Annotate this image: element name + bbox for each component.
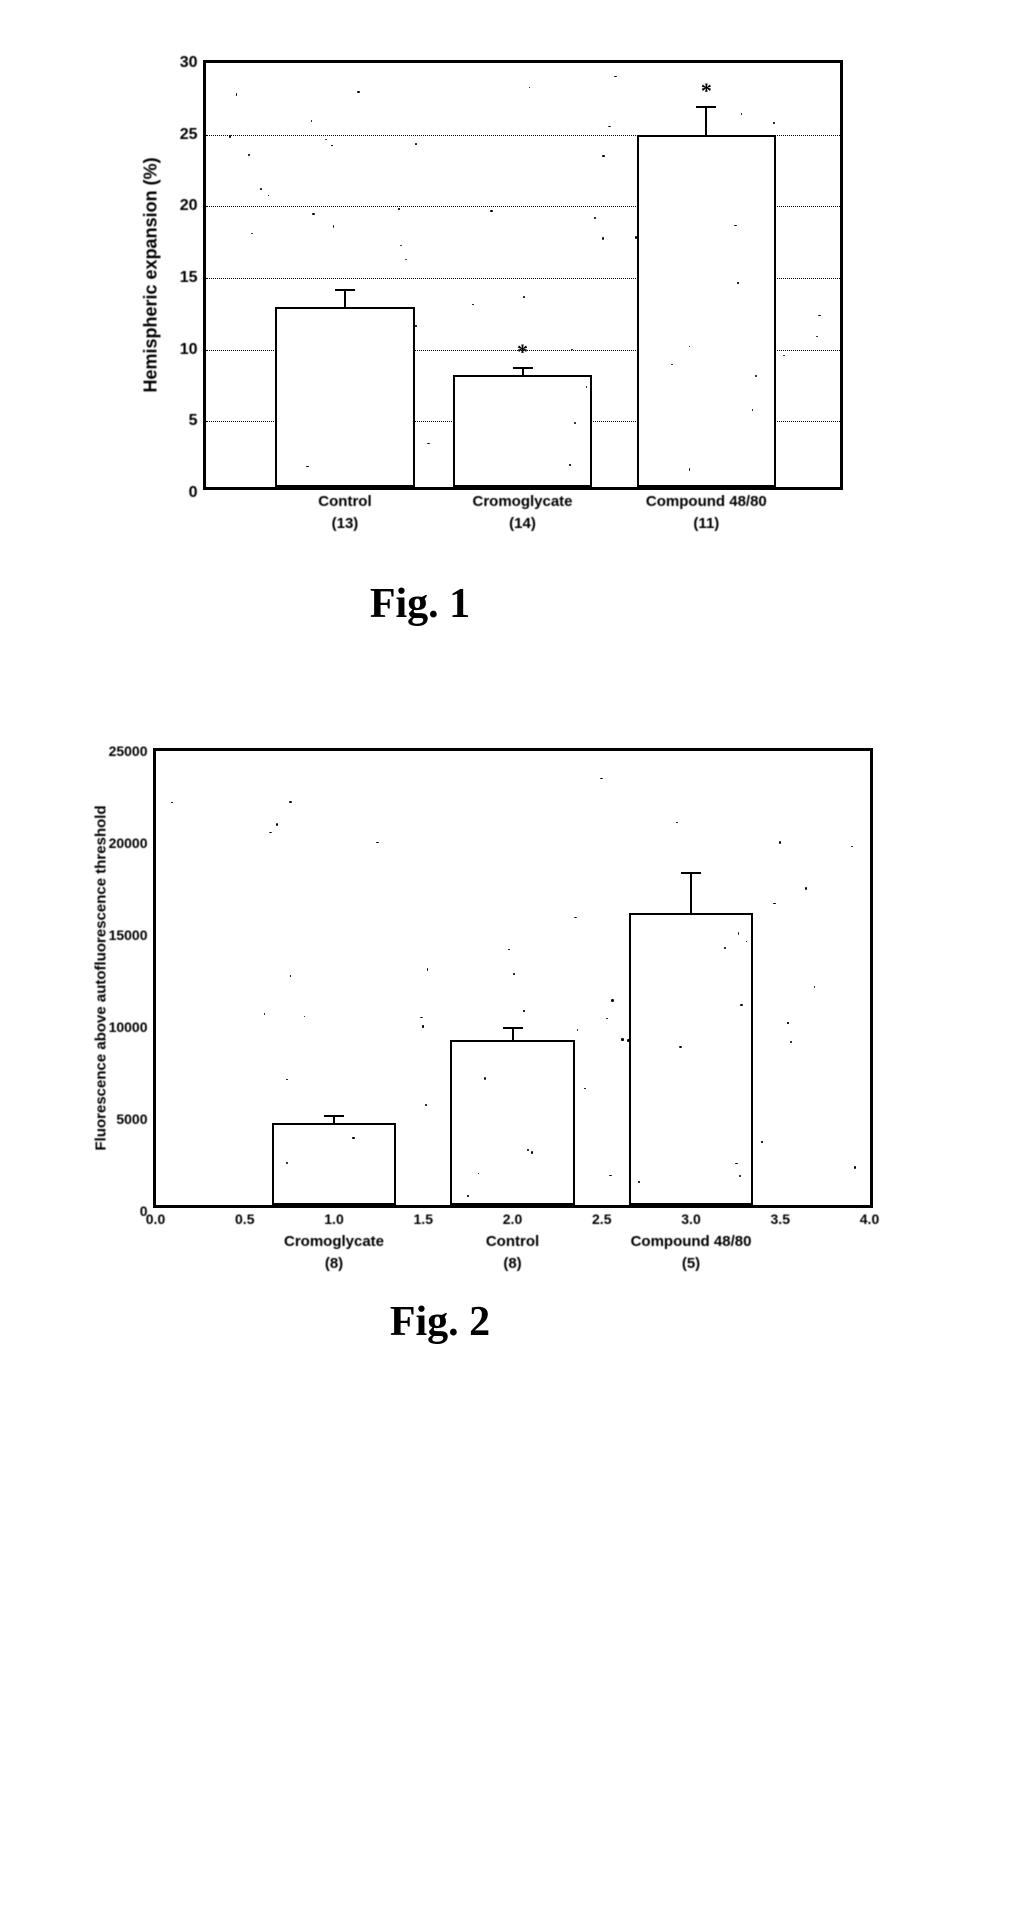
fig1-chart-area: Hemispheric expansion (%) 051015202530Co… — [203, 60, 843, 490]
fig2-ytick-label: 20000 — [109, 835, 156, 851]
fig1-n-label: (14) — [509, 487, 536, 532]
fig1-error-cap — [335, 289, 355, 291]
fig1-caption: Fig. 1 — [100, 580, 740, 628]
fig2-ylabel: Fluorescence above autofluorescence thre… — [92, 805, 109, 1150]
fig1-error-cap — [696, 106, 716, 108]
fig2-n-label: (5) — [682, 1205, 700, 1272]
fig2-ytick-label: 15000 — [109, 927, 156, 943]
fig1-ytick-label: 15 — [180, 269, 206, 287]
fig2-caption: Fig. 2 — [80, 1298, 800, 1346]
fig2-bar — [629, 913, 754, 1205]
fig2-error-cap — [324, 1115, 344, 1117]
fig2-xtick-number: 4.0 — [860, 1205, 879, 1227]
fig2-n-label: (8) — [325, 1205, 343, 1272]
fig2-error-cap — [503, 1027, 523, 1029]
fig1-ylabel: Hemispheric expansion (%) — [140, 157, 161, 392]
fig2-error-cap — [681, 872, 701, 874]
fig1-ytick-label: 25 — [180, 126, 206, 144]
fig1-bar — [637, 135, 776, 487]
fig2-xtick-number: 3.5 — [771, 1205, 790, 1227]
fig1-error-bar — [344, 289, 346, 306]
fig2-xtick-number: 1.5 — [414, 1205, 433, 1227]
fig1-ytick-label: 20 — [180, 197, 206, 215]
fig1-bar — [275, 307, 414, 487]
fig2-error-bar — [690, 872, 692, 912]
fig1-significance-star: * — [701, 78, 712, 104]
fig1-significance-star: * — [517, 339, 528, 365]
fig2-ytick-label: 5000 — [116, 1111, 155, 1127]
fig1-n-label: (13) — [332, 487, 359, 532]
fig1-ytick-label: 30 — [180, 54, 206, 72]
fig2-plot-region: 05000100001500020000250000.00.51.01.52.0… — [156, 751, 870, 1205]
fig1-error-bar — [705, 106, 707, 135]
fig2-xtick-number: 0.5 — [235, 1205, 254, 1227]
fig1-n-label: (11) — [693, 487, 719, 532]
fig2-bar — [450, 1040, 575, 1205]
fig2-ytick-label: 10000 — [109, 1019, 156, 1035]
fig1-ytick-label: 5 — [189, 412, 206, 430]
fig2-n-label: (8) — [503, 1205, 521, 1272]
fig1-bar — [453, 375, 592, 487]
fig2-xtick-number: 0.0 — [146, 1205, 165, 1227]
fig1-plot-region: 051015202530Control(13)*Cromoglycate(14)… — [206, 63, 840, 487]
fig1-ytick-label: 10 — [180, 341, 206, 359]
figure-2: Fluorescence above autofluorescence thre… — [80, 748, 945, 1346]
fig2-xtick-number: 2.5 — [592, 1205, 611, 1227]
fig2-chart-area: Fluorescence above autofluorescence thre… — [153, 748, 873, 1208]
fig2-ytick-label: 25000 — [109, 743, 156, 759]
fig2-bar — [272, 1123, 397, 1205]
figure-1: Hemispheric expansion (%) 051015202530Co… — [100, 60, 945, 628]
fig1-error-cap — [513, 367, 533, 369]
fig1-ytick-label: 0 — [189, 484, 206, 502]
